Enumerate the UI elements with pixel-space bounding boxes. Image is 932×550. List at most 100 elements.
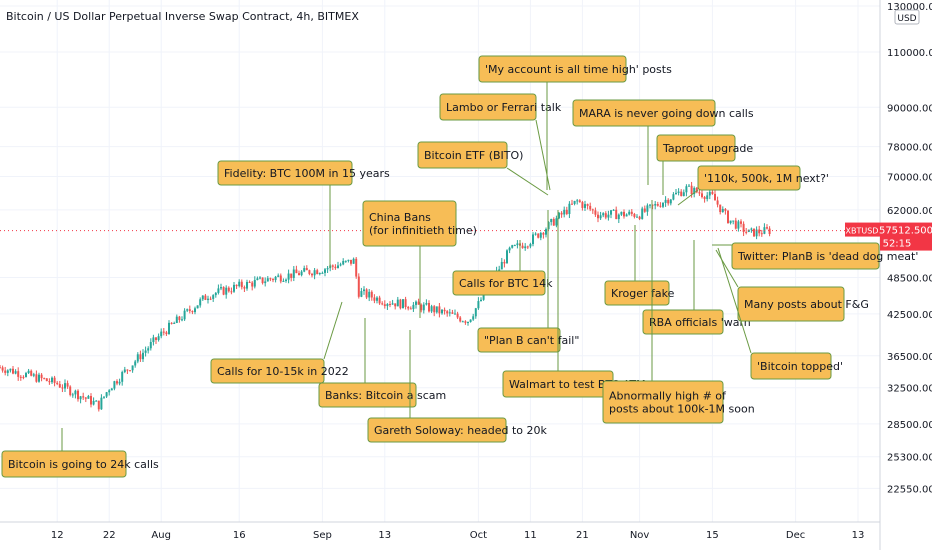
annotation-text: Bitcoin is going to 24k calls <box>8 458 159 471</box>
candle-body <box>266 278 269 282</box>
y-tick-label: 70000.000 <box>887 172 932 183</box>
candle-body <box>402 299 404 309</box>
candle-body <box>305 268 308 271</box>
annotation-box[interactable] <box>737 286 845 322</box>
candle-body <box>222 287 225 295</box>
annotation-text: Gareth Soloway: headed to 20k <box>374 424 547 437</box>
candle-body <box>760 233 763 235</box>
candle-body <box>170 322 173 324</box>
y-tick-label: 28500.000 <box>887 420 932 431</box>
annotation-box[interactable] <box>697 165 801 191</box>
currency-badge[interactable] <box>894 9 920 25</box>
candle-body <box>537 233 540 238</box>
candle-body <box>342 261 345 265</box>
candle-body <box>331 265 334 267</box>
candle-body <box>620 211 623 215</box>
candle-body <box>25 373 27 377</box>
candle-body <box>126 369 129 371</box>
candle-body <box>716 200 719 205</box>
annotation-box[interactable] <box>731 242 880 270</box>
annotation-leader <box>677 189 699 206</box>
candle-body <box>584 204 586 208</box>
annotation-line: Abnormally high # of <box>609 390 727 403</box>
annotation-line: '110k, 500k, 1M next?' <box>704 172 829 185</box>
candle-body <box>711 191 714 194</box>
candle-body <box>742 223 745 232</box>
candle-body <box>165 332 168 335</box>
candle-body <box>552 219 555 226</box>
annotation-box[interactable] <box>572 99 716 127</box>
candle-body <box>565 209 568 215</box>
annotation-text: Kroger fake <box>611 287 675 300</box>
candle-body <box>435 306 438 313</box>
candle-body <box>212 295 215 299</box>
y-tick-label: 42500.000 <box>887 310 932 321</box>
candle-body <box>290 273 293 278</box>
candle-body <box>399 299 402 309</box>
candle-body <box>121 372 124 382</box>
annotation-box[interactable] <box>478 55 627 83</box>
candle-body <box>6 370 9 373</box>
candle-body <box>168 322 170 335</box>
candle-body <box>727 210 729 224</box>
annotation-box[interactable] <box>642 309 724 335</box>
candle-body <box>64 383 66 389</box>
candle-body <box>337 265 339 269</box>
candle-body <box>251 282 254 287</box>
last-price-tag <box>880 222 932 251</box>
annotation-leader <box>717 247 752 354</box>
candle-body <box>194 308 196 313</box>
candle-body <box>149 342 152 349</box>
candle-body <box>173 322 176 324</box>
candle-body <box>274 276 277 280</box>
candle-body <box>560 212 563 215</box>
candle-body <box>92 400 95 405</box>
annotation-box[interactable] <box>604 280 670 306</box>
candle-body <box>498 269 501 271</box>
candle-body <box>667 199 670 204</box>
annotation-line: Bitcoin is going to 24k calls <box>8 458 159 471</box>
annotation-line: 'My account is all time high' posts <box>485 63 672 76</box>
candle-body <box>633 213 636 217</box>
candle-body <box>734 220 737 229</box>
candle-body <box>214 292 217 296</box>
annotation-box[interactable] <box>417 141 508 169</box>
annotation-box[interactable] <box>656 134 736 162</box>
chart-title: Bitcoin / US Dollar Perpetual Inverse Sw… <box>6 10 359 23</box>
candle-body <box>766 227 768 229</box>
candle-body <box>186 309 189 311</box>
candle-body <box>82 396 85 398</box>
annotation-text: Twitter: PlanB is 'dead dog meat' <box>737 250 918 263</box>
y-tick-label: 78000.000 <box>887 143 932 154</box>
annotation-line: RBA officials 'warn' <box>649 316 754 329</box>
candle-body <box>69 386 72 395</box>
annotation-box[interactable] <box>217 160 353 186</box>
y-tick-label: 130000.000 <box>887 2 932 13</box>
candle-body <box>441 309 443 314</box>
annotation-box[interactable] <box>1 450 127 478</box>
annotation-box[interactable] <box>750 352 832 380</box>
annotation-box[interactable] <box>318 382 417 408</box>
candle-body <box>474 308 477 317</box>
annotation-box[interactable] <box>439 93 537 121</box>
candle-body <box>116 381 118 384</box>
annotation-box[interactable] <box>477 327 561 353</box>
annotation-box[interactable] <box>602 380 724 424</box>
candle-body <box>373 297 376 301</box>
annotation-line: Twitter: PlanB is 'dead dog meat' <box>737 250 918 263</box>
candle-body <box>576 200 579 202</box>
annotation-box[interactable] <box>367 417 507 443</box>
annotation-box[interactable] <box>452 270 546 296</box>
candle-body <box>693 187 696 195</box>
annotation-box[interactable] <box>210 358 325 384</box>
annotation-box[interactable] <box>362 200 457 247</box>
candle-body <box>706 195 709 200</box>
candle-body <box>316 270 319 275</box>
candle-body <box>95 400 98 402</box>
candle-body <box>685 186 688 193</box>
candle-body <box>646 205 649 212</box>
candle-body <box>532 234 534 245</box>
candle-body <box>654 204 657 206</box>
